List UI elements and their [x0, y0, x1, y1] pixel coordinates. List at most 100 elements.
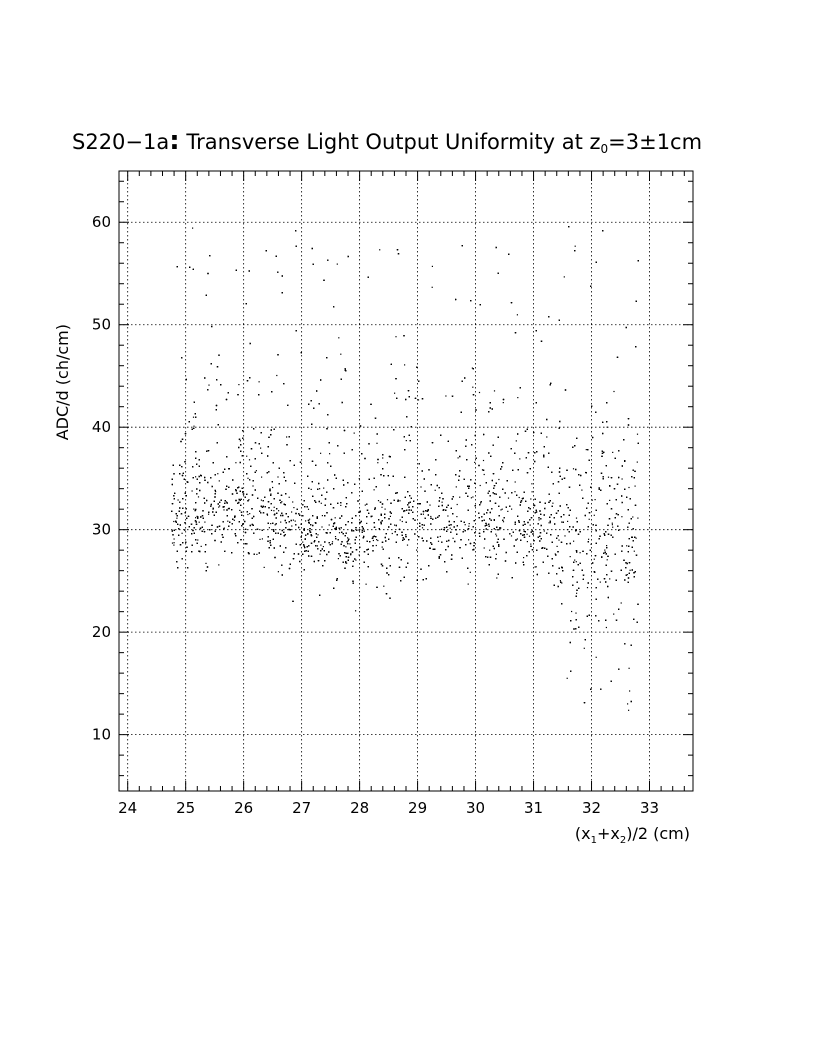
- scatter-point: [632, 516, 634, 518]
- scatter-point: [319, 488, 321, 490]
- scatter-point: [564, 535, 566, 537]
- scatter-point: [288, 496, 290, 498]
- scatter-point: [469, 571, 471, 573]
- scatter-point: [274, 524, 276, 526]
- scatter-point: [223, 509, 225, 511]
- scatter-point: [634, 485, 636, 487]
- scatter-point: [235, 462, 237, 464]
- scatter-point: [556, 545, 558, 547]
- scatter-point: [261, 538, 263, 540]
- scatter-point: [321, 526, 323, 528]
- scatter-point: [261, 476, 263, 478]
- scatter-point: [248, 499, 250, 501]
- scatter-point: [286, 436, 288, 438]
- scatter-point: [192, 416, 195, 418]
- scatter-point: [612, 526, 614, 528]
- scatter-point: [350, 554, 352, 556]
- scatter-point: [558, 539, 560, 541]
- scatter-point: [502, 402, 504, 404]
- scatter-point: [455, 486, 457, 488]
- scatter-point: [498, 478, 500, 481]
- scatter-point: [218, 564, 220, 566]
- scatter-point: [218, 480, 220, 482]
- scatter-point: [479, 484, 481, 487]
- scatter-point: [514, 491, 516, 493]
- scatter-point: [528, 535, 531, 537]
- scatter-point: [328, 524, 330, 526]
- scatter-point: [247, 513, 249, 516]
- scatter-point: [591, 499, 593, 501]
- scatter-point: [430, 515, 432, 518]
- scatter-point: [468, 525, 470, 527]
- scatter-point: [530, 543, 532, 545]
- scatter-point: [526, 541, 528, 543]
- scatter-point: [377, 539, 379, 542]
- scatter-point: [595, 656, 597, 658]
- scatter-point: [572, 468, 575, 470]
- scatter-point: [258, 381, 260, 383]
- scatter-point: [507, 497, 510, 499]
- scatter-point: [588, 538, 590, 540]
- scatter-point: [431, 265, 433, 267]
- scatter-point: [227, 520, 229, 522]
- scatter-point: [511, 508, 513, 510]
- scatter-point: [575, 517, 578, 519]
- scatter-point: [173, 544, 175, 546]
- scatter-point: [495, 533, 497, 535]
- scatter-point: [338, 337, 340, 339]
- scatter-point: [177, 499, 179, 501]
- scatter-point: [395, 336, 397, 338]
- scatter-point: [561, 521, 563, 523]
- scatter-point: [358, 554, 360, 556]
- scatter-point: [526, 533, 528, 535]
- scatter-point: [394, 392, 396, 394]
- scatter-point: [420, 486, 422, 488]
- scatter-point: [270, 509, 273, 511]
- scatter-point: [472, 386, 474, 388]
- scatter-point: [195, 476, 197, 478]
- scatter-point: [575, 612, 577, 614]
- scatter-point: [323, 487, 325, 489]
- scatter-point: [636, 433, 639, 435]
- scatter-point: [334, 536, 337, 538]
- scatter-point: [176, 517, 178, 519]
- scatter-point: [629, 569, 631, 571]
- scatter-point: [181, 532, 183, 534]
- scatter-point: [628, 667, 630, 669]
- scatter-point: [439, 535, 441, 538]
- scatter-point: [317, 534, 319, 536]
- scatter-point: [280, 521, 282, 523]
- scatter-point: [546, 436, 548, 438]
- scatter-point: [588, 518, 590, 520]
- scatter-point: [571, 610, 573, 613]
- scatter-point: [405, 440, 407, 442]
- scatter-point: [307, 508, 310, 510]
- scatter-point: [337, 558, 339, 560]
- scatter-point: [422, 513, 424, 515]
- scatter-point: [252, 485, 254, 487]
- scatter-point: [198, 521, 200, 523]
- scatter-point: [569, 556, 571, 558]
- scatter-point: [277, 476, 279, 478]
- scatter-point: [581, 489, 583, 491]
- scatter-point: [239, 440, 241, 442]
- scatter-point: [456, 503, 458, 506]
- scatter-point: [559, 580, 561, 582]
- scatter-point: [322, 546, 324, 548]
- scatter-point: [204, 521, 206, 523]
- scatter-point: [386, 462, 388, 464]
- scatter-point: [493, 390, 496, 392]
- scatter-point: [276, 374, 278, 377]
- scatter-point: [377, 462, 379, 464]
- scatter-point: [358, 478, 360, 480]
- scatter-point: [217, 473, 219, 475]
- scatter-point: [515, 440, 517, 442]
- scatter-point: [500, 509, 502, 511]
- scatter-point: [371, 515, 373, 517]
- scatter-point: [483, 473, 485, 476]
- scatter-point: [353, 432, 355, 434]
- scatter-point: [543, 530, 545, 532]
- scatter-point: [534, 566, 536, 568]
- scatter-point: [613, 613, 615, 615]
- scatter-point: [376, 442, 378, 444]
